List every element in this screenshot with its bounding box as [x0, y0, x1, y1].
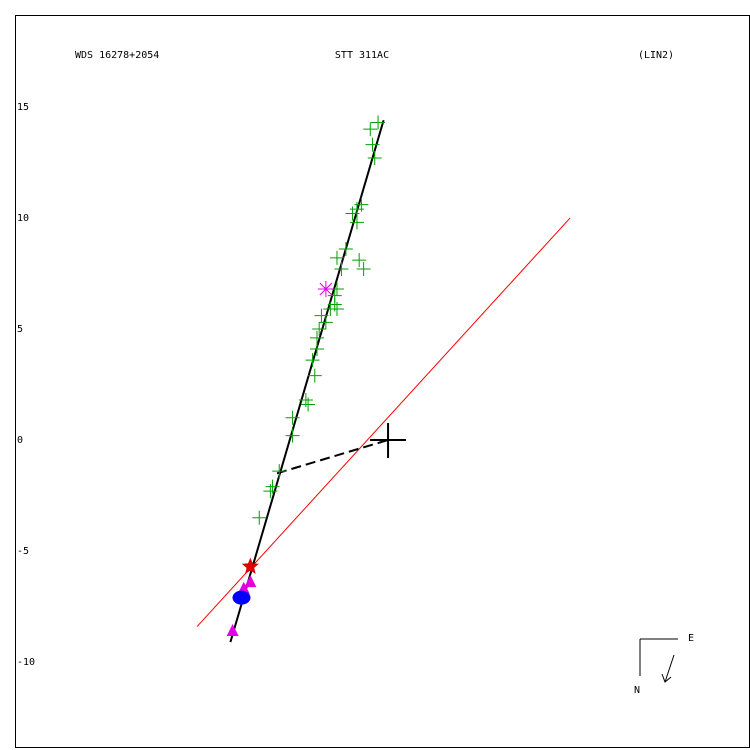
y-tick-label: 5	[17, 324, 23, 335]
observation	[367, 151, 382, 166]
triangle-point	[226, 623, 239, 636]
observation	[371, 115, 386, 130]
observation	[305, 353, 320, 368]
chart-title: STT 311AC	[335, 50, 389, 61]
observation	[329, 301, 344, 316]
observation	[285, 428, 300, 443]
observation	[307, 368, 322, 383]
asterisk-point	[317, 281, 334, 298]
observation	[312, 321, 327, 336]
fit-line	[276, 439, 389, 475]
observation	[318, 315, 333, 330]
observation	[356, 262, 371, 277]
header-left: WDS 16278+2054	[75, 50, 159, 61]
observation	[363, 122, 378, 137]
observation	[365, 137, 380, 152]
y-tick-label: 15	[17, 102, 29, 113]
motion-arrow	[664, 654, 675, 683]
y-tick-label: 0	[17, 435, 23, 446]
observation	[252, 510, 267, 525]
compass-label-north: N	[634, 685, 640, 696]
observation	[338, 242, 353, 257]
y-tick-label: -5	[17, 546, 29, 557]
motion-arrowhead	[661, 673, 672, 683]
header-right: (LIN2)	[638, 50, 674, 61]
compass-label-east: E	[688, 633, 694, 644]
observation	[263, 484, 278, 499]
triangle-point	[244, 575, 257, 588]
observation	[349, 215, 364, 230]
observation	[301, 397, 316, 412]
compass	[639, 638, 678, 683]
fit-line	[229, 119, 385, 643]
y-tick-label: -10	[17, 657, 35, 668]
observation	[352, 253, 367, 268]
observation	[309, 341, 324, 356]
observation	[334, 262, 349, 277]
circle-point	[232, 590, 251, 605]
fit-line	[196, 217, 571, 627]
star-point	[241, 557, 259, 574]
y-tick-label: 10	[17, 213, 29, 224]
observation	[285, 410, 300, 425]
observation	[272, 464, 287, 479]
observation	[329, 250, 344, 265]
observation	[345, 206, 360, 221]
